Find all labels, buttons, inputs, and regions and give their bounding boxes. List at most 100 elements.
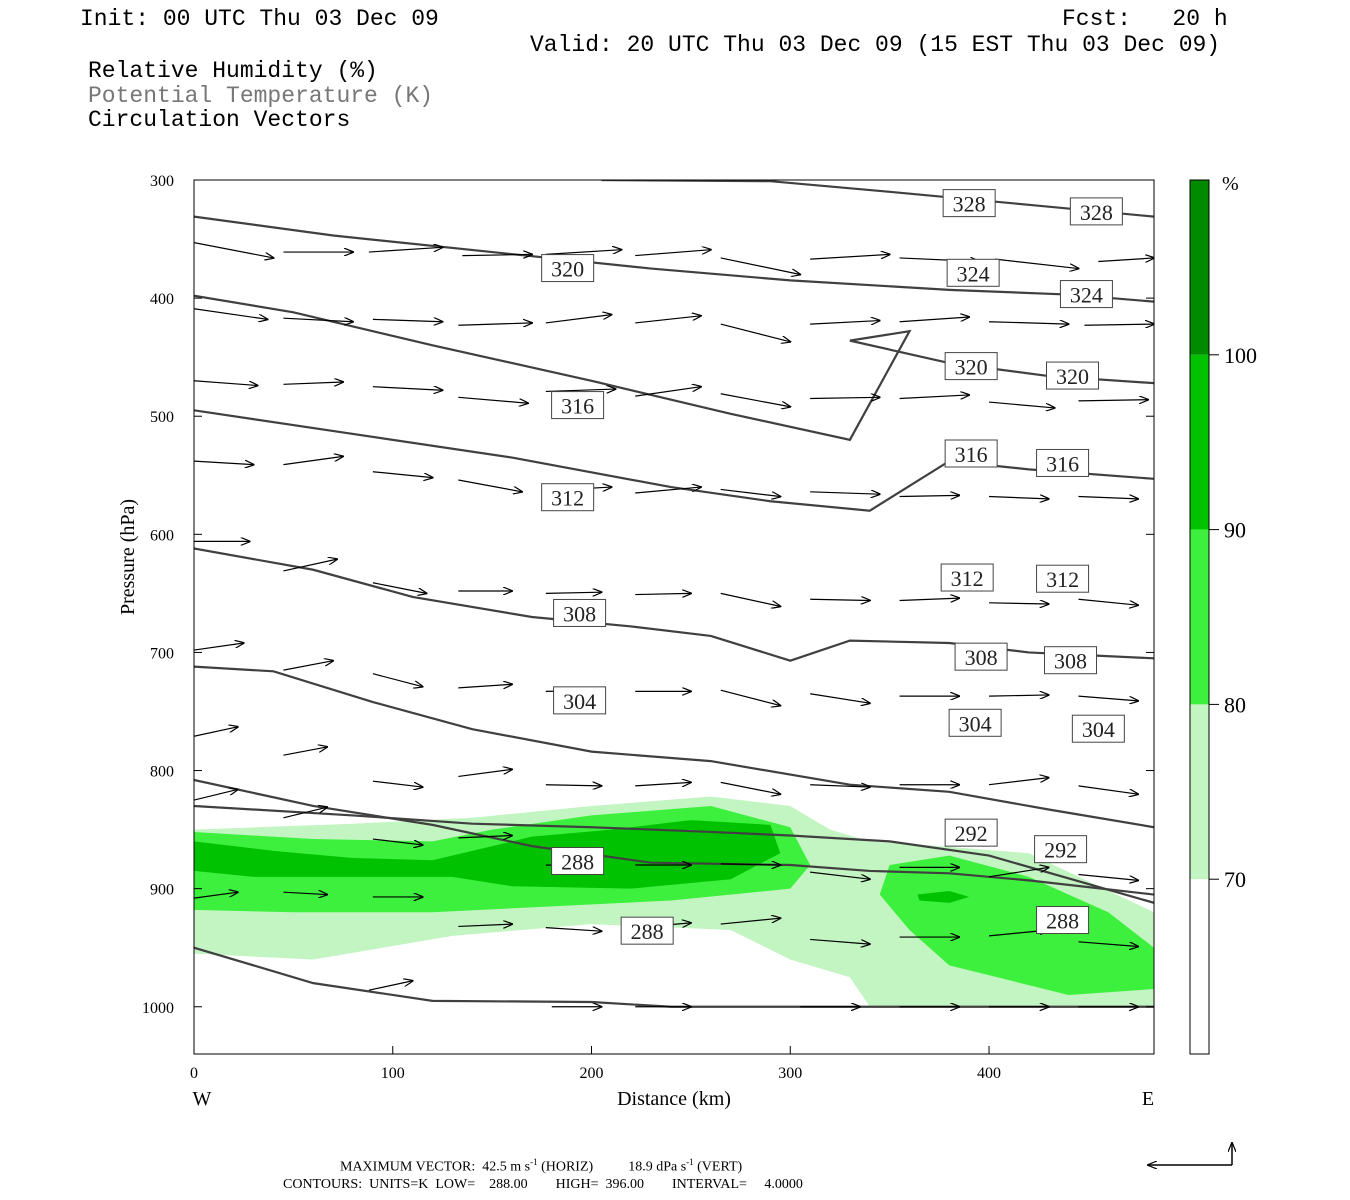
circulation-vector bbox=[545, 389, 616, 391]
circulation-vector bbox=[194, 461, 254, 465]
y-tick-label: 400 bbox=[150, 291, 174, 308]
circulation-vector bbox=[372, 673, 423, 687]
circulation-vector bbox=[899, 598, 960, 600]
colorbar-label: 90 bbox=[1224, 518, 1246, 543]
circulation-vector bbox=[283, 318, 353, 322]
circulation-vector bbox=[372, 780, 423, 787]
circulation-vector bbox=[635, 387, 701, 397]
circulation-vector bbox=[810, 397, 880, 398]
contour-label-box bbox=[541, 254, 595, 283]
x-tick-label: 100 bbox=[381, 1065, 405, 1082]
theta-contour-308 bbox=[194, 665, 1154, 829]
contour-label-box bbox=[1059, 280, 1113, 309]
circulation-vector bbox=[283, 456, 343, 466]
contour-label-box bbox=[948, 708, 1002, 737]
contour-label-box bbox=[1046, 361, 1100, 390]
circulation-vector bbox=[1078, 873, 1138, 880]
circulation-vector bbox=[545, 592, 602, 593]
circulation-vector bbox=[458, 323, 532, 325]
circulation-vector bbox=[810, 871, 870, 879]
circulation-vector bbox=[194, 380, 258, 386]
circulation-vector bbox=[545, 250, 622, 256]
circulation-vector bbox=[545, 315, 612, 324]
circulation-vector bbox=[1078, 785, 1138, 794]
contour-label-box bbox=[942, 189, 996, 218]
y-tick-label: 300 bbox=[150, 173, 174, 190]
max-vector-line: MAXIMUM VECTOR: 42.5 m s-1 (HORIZ) 18.9 … bbox=[340, 1158, 742, 1175]
circulation-vector bbox=[458, 479, 522, 492]
circulation-vector bbox=[720, 257, 801, 275]
theta-contour-288 bbox=[194, 946, 1154, 1008]
circulation-vector bbox=[720, 323, 791, 342]
contour-label-288: 288 bbox=[561, 849, 594, 874]
contour-label-box bbox=[944, 439, 998, 468]
contour-label-box bbox=[1071, 714, 1125, 743]
circulation-vector bbox=[194, 892, 238, 899]
contour-label-box bbox=[954, 642, 1008, 671]
circulation-vector bbox=[989, 322, 1069, 324]
colorbar-segment bbox=[1190, 704, 1209, 880]
west-label: W bbox=[193, 1088, 212, 1110]
circulation-vector bbox=[635, 487, 701, 494]
colorbar-segment bbox=[1190, 354, 1209, 530]
circulation-vector bbox=[810, 599, 870, 600]
colorbar-frame bbox=[1189, 179, 1210, 1055]
contour-label-box bbox=[551, 846, 605, 875]
circulation-vector bbox=[720, 689, 781, 705]
valid-time: Valid: 20 UTC Thu 03 Dec 09 (15 EST Thu … bbox=[530, 32, 1221, 58]
field-vectors-title: Circulation Vectors bbox=[88, 107, 351, 133]
contour-label-320: 320 bbox=[1056, 364, 1089, 389]
contour-label-box bbox=[553, 598, 607, 627]
contour-label-288: 288 bbox=[1046, 909, 1079, 934]
contour-label-308: 308 bbox=[1054, 649, 1087, 674]
colorbar-segment bbox=[1190, 529, 1209, 705]
y-tick-label: 900 bbox=[150, 882, 174, 899]
circulation-vector bbox=[989, 497, 1049, 499]
contour-info: CONTOURS: UNITS=K LOW= 288.00 HIGH= 396.… bbox=[283, 1177, 803, 1192]
max-vector-label: MAXIMUM VECTOR: bbox=[340, 1159, 476, 1175]
contour-label-box bbox=[940, 563, 994, 592]
circulation-vector bbox=[372, 838, 423, 845]
contour-label-304: 304 bbox=[959, 711, 992, 736]
max-vert-value: 18.9 bbox=[628, 1159, 653, 1175]
circulation-vector bbox=[720, 918, 781, 925]
contour-label-304: 304 bbox=[563, 689, 596, 714]
colorbar-label: 80 bbox=[1224, 692, 1246, 717]
contour-label-box bbox=[944, 352, 998, 381]
x-tick-label: 0 bbox=[190, 1065, 198, 1082]
x-tick-label: 200 bbox=[580, 1065, 604, 1082]
contour-label-316: 316 bbox=[955, 442, 988, 467]
theta-contour-312 bbox=[194, 547, 1154, 662]
max-vert-unit: dPa s bbox=[656, 1159, 687, 1175]
x-tick-label: 300 bbox=[778, 1065, 802, 1082]
circulation-vector bbox=[720, 488, 781, 496]
theta-contour-292 bbox=[194, 804, 1154, 904]
circulation-vector bbox=[635, 316, 701, 324]
circulation-vector bbox=[635, 593, 691, 594]
circulation-vector bbox=[635, 782, 691, 786]
circulation-vector bbox=[462, 254, 532, 255]
x-axis-label: Distance (km) bbox=[617, 1088, 731, 1110]
contour-label-308: 308 bbox=[563, 601, 596, 626]
circulation-vector bbox=[720, 393, 791, 407]
circulation-vector bbox=[989, 603, 1049, 604]
contour-label-box bbox=[1036, 906, 1090, 935]
colorbar-label: 70 bbox=[1224, 867, 1246, 892]
circulation-vector bbox=[458, 924, 512, 926]
field-theta-title: Potential Temperature (K) bbox=[88, 83, 434, 109]
contour-label-320: 320 bbox=[955, 355, 988, 380]
contour-label-box bbox=[1036, 448, 1090, 477]
contour-label-308: 308 bbox=[965, 645, 998, 670]
circulation-vector bbox=[720, 592, 781, 606]
plot-area bbox=[194, 180, 1154, 1007]
colorbar-segment bbox=[1190, 180, 1209, 355]
y-axis-label: Pressure (hPa) bbox=[117, 499, 139, 615]
circulation-vector bbox=[283, 892, 327, 894]
circulation-vector bbox=[458, 836, 512, 838]
colorbar-label: 100 bbox=[1224, 343, 1257, 368]
circulation-vector bbox=[899, 495, 960, 496]
max-horiz-exp: -1 bbox=[530, 1157, 538, 1167]
contour-label-324: 324 bbox=[957, 261, 990, 286]
max-vert-exp: -1 bbox=[686, 1157, 694, 1167]
